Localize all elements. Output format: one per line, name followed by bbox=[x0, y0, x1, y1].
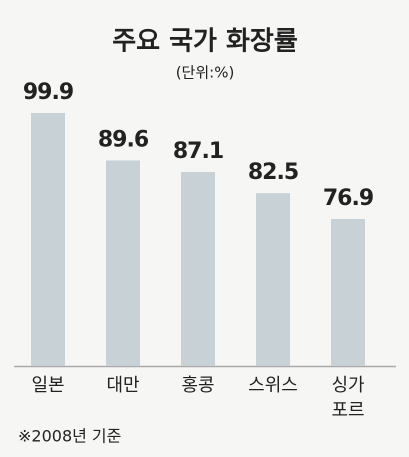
value-label: 76.9 bbox=[323, 186, 373, 211]
footnote: ※2008년 기준 bbox=[18, 427, 121, 446]
bar bbox=[256, 193, 290, 366]
value-label: 87.1 bbox=[173, 139, 223, 164]
x-tick-label: 일본 bbox=[31, 375, 64, 396]
x-tick-label: 홍콩 bbox=[181, 375, 214, 396]
value-label: 82.5 bbox=[248, 160, 298, 185]
bar bbox=[331, 218, 365, 366]
x-tick-label: 싱가 포르 bbox=[331, 375, 364, 421]
x-tick-label: 대만 bbox=[106, 375, 139, 396]
value-label: 99.9 bbox=[23, 80, 73, 105]
chart-title: 주요 국가 화장률 bbox=[112, 27, 298, 57]
bar bbox=[31, 112, 65, 366]
x-tick-label: 스위스 bbox=[248, 375, 298, 396]
bar bbox=[106, 160, 140, 366]
chart-subtitle: (단위:%) bbox=[176, 64, 235, 82]
value-label: 89.6 bbox=[98, 127, 149, 152]
bar bbox=[181, 171, 215, 366]
